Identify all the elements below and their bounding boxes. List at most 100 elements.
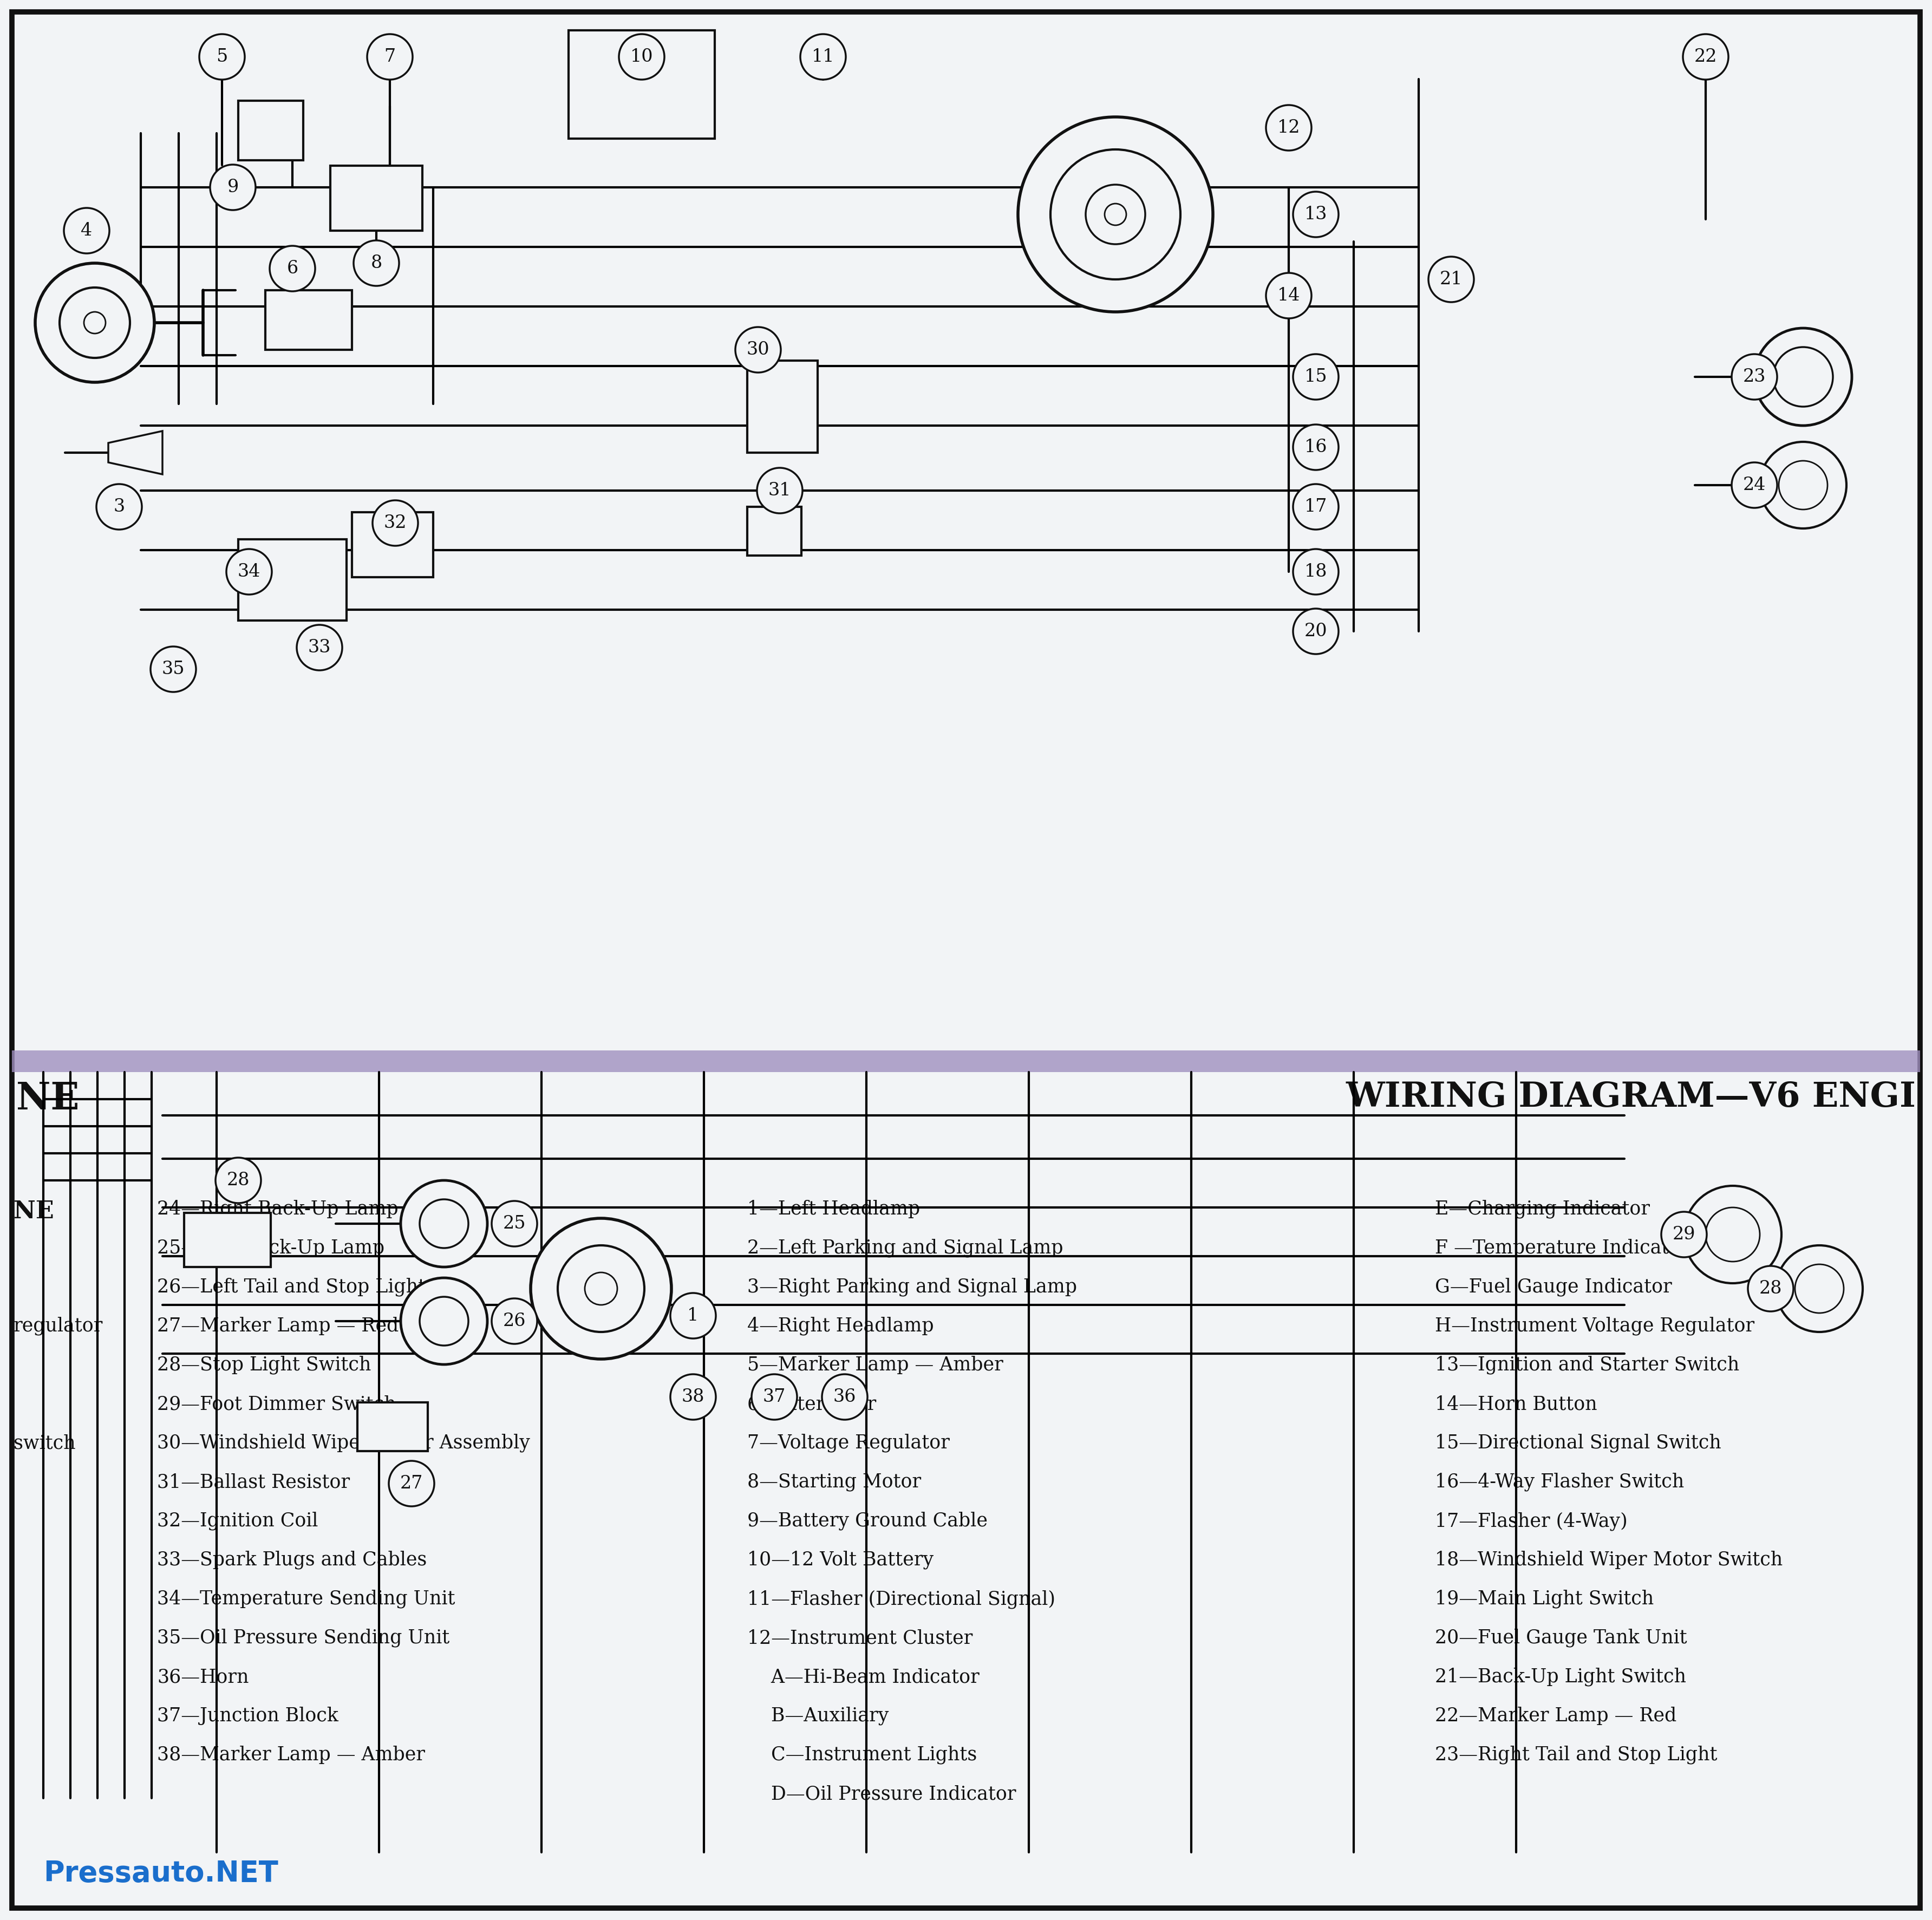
Bar	[748, 361, 817, 453]
Text: 17—Flasher (4-Way): 17—Flasher (4-Way)	[1435, 1511, 1627, 1530]
Circle shape	[1731, 463, 1777, 509]
Circle shape	[1293, 549, 1339, 595]
Text: 32: 32	[384, 515, 408, 532]
Text: 31—Ballast Resistor: 31—Ballast Resistor	[156, 1473, 350, 1492]
Text: 11: 11	[811, 48, 835, 65]
Text: 33: 33	[307, 639, 330, 657]
Circle shape	[83, 311, 106, 334]
Circle shape	[373, 501, 417, 545]
Text: 24: 24	[1743, 476, 1766, 493]
Text: 1—Left Headlamp: 1—Left Headlamp	[748, 1200, 920, 1219]
Circle shape	[60, 288, 129, 357]
Text: 32—Ignition Coil: 32—Ignition Coil	[156, 1511, 319, 1530]
Circle shape	[151, 647, 195, 691]
Circle shape	[35, 263, 155, 382]
Text: 13: 13	[1304, 205, 1327, 223]
Text: WIRING DIAGRAM—V6 ENGI: WIRING DIAGRAM—V6 ENGI	[1347, 1081, 1917, 1114]
Text: 4—Right Headlamp: 4—Right Headlamp	[748, 1317, 933, 1336]
Bar	[568, 31, 715, 138]
Bar	[238, 540, 346, 620]
Text: regulator: regulator	[14, 1317, 102, 1336]
Text: 37: 37	[763, 1388, 786, 1405]
Circle shape	[1748, 1265, 1793, 1311]
Text: 14: 14	[1277, 286, 1300, 303]
Text: 21—Back-Up Light Switch: 21—Back-Up Light Switch	[1435, 1668, 1687, 1686]
Text: 28: 28	[1760, 1281, 1781, 1298]
Text: B—Auxiliary: B—Auxiliary	[748, 1707, 889, 1726]
Circle shape	[1428, 257, 1474, 301]
Circle shape	[64, 207, 110, 253]
Text: NE: NE	[14, 1200, 54, 1223]
Text: 3—Right Parking and Signal Lamp: 3—Right Parking and Signal Lamp	[748, 1279, 1076, 1296]
Circle shape	[226, 549, 272, 595]
Circle shape	[1293, 192, 1339, 238]
Circle shape	[491, 1200, 537, 1246]
Text: 16: 16	[1304, 438, 1327, 455]
Text: 1: 1	[688, 1308, 699, 1325]
Text: 28: 28	[226, 1171, 249, 1188]
Circle shape	[1293, 609, 1339, 655]
Text: 7—Voltage Regulator: 7—Voltage Regulator	[748, 1434, 951, 1452]
Circle shape	[757, 468, 802, 513]
Polygon shape	[108, 430, 162, 474]
Text: 29: 29	[1673, 1225, 1696, 1242]
Bar	[184, 1213, 270, 1267]
Text: D—Oil Pressure Indicator: D—Oil Pressure Indicator	[748, 1784, 1016, 1803]
Circle shape	[211, 165, 255, 209]
Text: 17: 17	[1304, 497, 1327, 515]
Bar	[265, 290, 352, 349]
Circle shape	[752, 1375, 798, 1419]
Text: 30—Windshield Wiper Motor Assembly: 30—Windshield Wiper Motor Assembly	[156, 1434, 529, 1452]
Circle shape	[1706, 1208, 1760, 1261]
Text: 29—Foot Dimmer Switch: 29—Foot Dimmer Switch	[156, 1394, 396, 1413]
Circle shape	[419, 1200, 468, 1248]
Bar	[352, 513, 433, 578]
Bar	[357, 1402, 427, 1452]
Text: 35—Oil Pressure Sending Unit: 35—Oil Pressure Sending Unit	[156, 1628, 450, 1647]
Text: 15—Directional Signal Switch: 15—Directional Signal Switch	[1435, 1434, 1721, 1452]
Bar	[748, 507, 802, 555]
Text: 19—Main Light Switch: 19—Main Light Switch	[1435, 1590, 1654, 1609]
Text: 38: 38	[682, 1388, 705, 1405]
Text: 5—Marker Lamp — Amber: 5—Marker Lamp — Amber	[748, 1356, 1003, 1375]
Circle shape	[1685, 1187, 1781, 1283]
Circle shape	[1018, 117, 1213, 311]
Text: 23: 23	[1743, 369, 1766, 386]
Text: 22: 22	[1694, 48, 1718, 65]
Circle shape	[1265, 273, 1312, 319]
Text: 15: 15	[1304, 369, 1327, 386]
Text: 6—Alternator: 6—Alternator	[748, 1394, 877, 1413]
Circle shape	[1774, 348, 1833, 407]
Text: 25: 25	[502, 1215, 526, 1233]
Circle shape	[400, 1279, 487, 1365]
Text: 3: 3	[114, 497, 126, 515]
Circle shape	[1662, 1212, 1706, 1258]
Circle shape	[821, 1375, 867, 1419]
Text: 21: 21	[1439, 271, 1463, 288]
Circle shape	[558, 1246, 645, 1332]
Text: 37—Junction Block: 37—Junction Block	[156, 1707, 338, 1724]
Text: 8: 8	[371, 255, 383, 273]
Text: 25—Left Back-Up Lamp: 25—Left Back-Up Lamp	[156, 1238, 384, 1258]
Text: 28—Stop Light Switch: 28—Stop Light Switch	[156, 1356, 371, 1375]
Circle shape	[1051, 150, 1180, 280]
Text: 6: 6	[286, 259, 298, 276]
Circle shape	[1779, 461, 1828, 509]
Text: E—Charging Indicator: E—Charging Indicator	[1435, 1200, 1650, 1219]
Text: 2—Left Parking and Signal Lamp: 2—Left Parking and Signal Lamp	[748, 1238, 1063, 1258]
Text: 13—Ignition and Starter Switch: 13—Ignition and Starter Switch	[1435, 1356, 1739, 1375]
Text: 16—4-Way Flasher Switch: 16—4-Way Flasher Switch	[1435, 1473, 1685, 1492]
Text: 9: 9	[228, 179, 238, 196]
Text: 10: 10	[630, 48, 653, 65]
Text: 7: 7	[384, 48, 396, 65]
Text: 18—Windshield Wiper Motor Switch: 18—Windshield Wiper Motor Switch	[1435, 1551, 1783, 1569]
Circle shape	[1293, 353, 1339, 399]
Text: 10—12 Volt Battery: 10—12 Volt Battery	[748, 1551, 933, 1569]
Text: 26: 26	[502, 1313, 526, 1331]
Text: Pressauto.NET: Pressauto.NET	[43, 1859, 278, 1887]
Circle shape	[1105, 204, 1126, 225]
Text: 20: 20	[1304, 622, 1327, 639]
Text: F —Temperature Indicator: F —Temperature Indicator	[1435, 1238, 1689, 1258]
Circle shape	[1795, 1263, 1843, 1313]
Circle shape	[1265, 106, 1312, 150]
